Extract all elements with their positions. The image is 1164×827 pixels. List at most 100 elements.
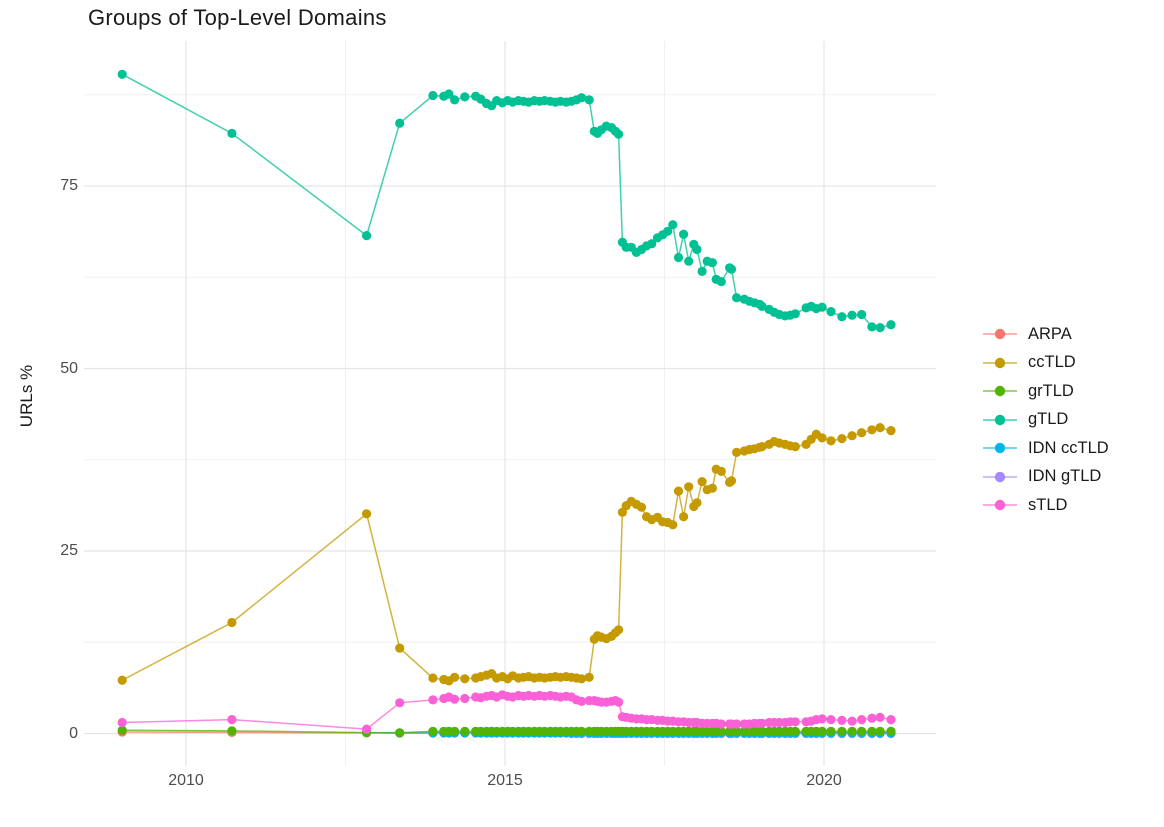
data-point-cctld [867,425,877,435]
data-point-stld [227,715,237,725]
data-point-gtld [395,118,405,128]
data-point-grtld [395,728,405,738]
data-point-stld [817,714,827,724]
data-point-grtld [790,726,800,736]
data-point-grtld [117,725,127,735]
legend-item-idn-gtld: IDN gTLD [981,463,1109,492]
data-point-cctld [837,434,847,444]
data-point-cctld [757,442,767,452]
data-point-gtld [875,323,885,333]
data-point-gtld [614,129,624,139]
data-point-gtld [837,312,847,322]
data-point-grtld [826,726,836,736]
data-point-gtld [826,307,836,317]
legend-item-cctld: ccTLD [981,349,1109,378]
data-point-gtld [668,220,678,230]
legend-item-arpa: ARPA [981,320,1109,349]
x-tick-label: 2020 [806,772,842,789]
data-point-cctld [577,674,587,684]
data-point-gtld [867,322,877,332]
data-point-cctld [790,442,800,452]
data-point-gtld [647,239,657,249]
legend-marker-icon [983,471,1017,482]
data-point-gtld [663,226,673,236]
data-point-cctld [227,617,237,628]
series-line-cctld [121,426,892,682]
data-point-cctld [826,436,836,446]
data-point-stld [428,695,438,705]
data-point-cctld [428,673,438,683]
data-point-gtld [428,90,438,101]
data-point-stld [790,717,800,727]
data-point-cctld [460,674,470,684]
data-point-gtld [732,293,742,303]
data-point-gtld [716,277,726,287]
data-point-gtld [857,309,867,320]
data-point-gtld [117,69,127,79]
data-point-stld [826,715,836,725]
legend-marker-icon [983,443,1017,454]
data-point-stld [716,719,726,729]
data-point-grtld [428,726,438,736]
legend-item-stld: sTLD [981,491,1109,520]
data-point-cctld [584,672,594,682]
data-point-cctld [886,426,896,436]
legend-marker-icon [983,386,1017,397]
data-point-cctld [692,498,702,508]
data-point-stld [732,719,742,729]
legend: ARPA ccTLD grTLD gTLD IDN ccTLD IDN gTLD sTLD [981,320,1109,520]
data-point-stld [867,713,877,723]
data-point-stld [362,724,372,734]
legend-label: ARPA [1028,324,1072,343]
data-point-stld [857,715,867,725]
data-point-stld [847,716,857,726]
data-point-stld [450,694,460,704]
data-point-cctld [684,482,694,492]
data-point-cctld [817,433,827,443]
data-point-stld [757,718,767,728]
legend-marker-icon [983,357,1017,368]
data-point-gtld [227,128,237,138]
y-tick-label: 25 [60,542,78,559]
legend-label: ccTLD [1028,353,1076,372]
data-point-gtld [584,95,594,105]
data-point-cctld [668,520,678,530]
legend-marker-icon [983,414,1017,425]
data-point-grtld [837,726,847,736]
data-point-cctld [614,625,624,635]
data-point-cctld [875,423,885,433]
data-point-gtld [707,258,718,268]
legend-item-idn-cctld: IDN ccTLD [981,434,1109,463]
data-point-grtld [817,726,827,736]
data-point-cctld [847,431,857,441]
legend-marker-icon [983,329,1017,340]
data-point-gtld [444,89,454,99]
data-point-gtld [673,252,684,263]
data-point-gtld [460,92,470,102]
data-point-gtld [847,310,857,320]
data-point-gtld [692,244,702,255]
data-point-stld [837,715,847,726]
data-point-stld [460,693,470,704]
data-point-grtld [875,726,885,736]
data-point-stld [577,696,587,707]
data-point-cctld [636,502,647,512]
data-point-gtld [684,256,694,266]
series-line-gtld [121,73,892,329]
data-point-cctld [673,486,684,496]
data-point-grtld [886,726,896,736]
x-tick-label: 2015 [487,772,523,789]
chart-title: Groups of Top-Level Domains [88,5,387,30]
y-axis-title: URLs % [17,364,36,428]
data-point-cctld [395,643,405,653]
data-point-stld [117,717,127,728]
data-point-stld [886,715,896,725]
y-tick-label: 75 [60,177,78,194]
legend-label: IDN gTLD [1028,467,1102,486]
data-point-gtld [450,95,460,105]
data-point-stld [875,712,885,723]
data-point-grtld [577,726,587,736]
data-point-stld [395,698,405,708]
data-point-gtld [757,301,767,311]
